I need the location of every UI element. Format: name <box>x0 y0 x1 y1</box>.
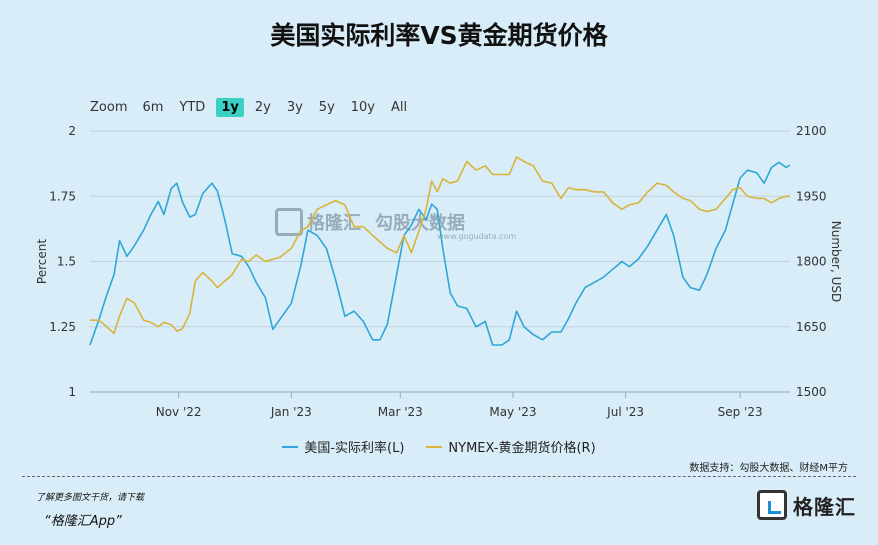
chart-title: 美国实际利率VS黄金期货价格 <box>270 21 608 50</box>
y-left-axis-title: Percent <box>35 239 49 284</box>
zoom-2y-button[interactable]: 2y <box>254 100 271 115</box>
series-layer <box>89 156 791 346</box>
watermark-logo-icon <box>275 208 303 236</box>
data-source: 数据支持：勾股大数据、财经M平方 <box>689 463 848 474</box>
legend-label-gold: NYMEX-黄金期货价格(R) <box>448 441 596 456</box>
x-tick-label: Mar '23 <box>378 405 423 419</box>
series-line-rate <box>89 161 791 346</box>
legend-swatch-gold <box>426 445 443 448</box>
legend-item-rate[interactable]: 美国-实际利率(L) <box>282 437 404 456</box>
y-left-tick-label: 1.25 <box>49 320 76 334</box>
legend: 美国-实际利率(L) NYMEX-黄金期货价格(R) <box>0 437 878 456</box>
y-right-tick-label: 1500 <box>796 385 827 399</box>
series-line-gold <box>90 156 790 335</box>
y-left-tick-label: 1 <box>68 385 76 399</box>
y-left-tick-label: 1.75 <box>49 189 76 203</box>
zoom-label: Zoom <box>90 100 128 115</box>
brand-name: 格隆汇 <box>793 494 856 519</box>
y-left-tick-label: 2 <box>68 124 76 138</box>
legend-label-rate: 美国-实际利率(L) <box>304 441 405 456</box>
zoom-bar: Zoom 6m YTD 1y 2y 3y 5y 10y All <box>90 98 418 117</box>
legend-swatch-rate <box>282 445 299 448</box>
y-right-tick-label: 1950 <box>796 189 827 203</box>
y-right-tick-label: 2100 <box>796 124 827 138</box>
watermark-brand-2: 勾股大数据 <box>375 213 465 234</box>
zoom-10y-button[interactable]: 10y <box>350 100 376 115</box>
x-tick-label: Sep '23 <box>718 405 763 419</box>
grid <box>90 130 790 393</box>
zoom-ytd-button[interactable]: YTD <box>179 100 206 115</box>
y-left-tick-label: 1.5 <box>57 255 76 269</box>
watermark-brand: 格隆汇 <box>307 213 361 234</box>
y-right-tick-label: 1650 <box>796 320 827 334</box>
zoom-all-button[interactable]: All <box>391 100 408 115</box>
y-right-tick-label: 1800 <box>796 255 827 269</box>
watermark: 格隆汇 勾股大数据 www.gogudata.com <box>275 208 516 241</box>
legend-item-gold[interactable]: NYMEX-黄金期货价格(R) <box>426 437 596 456</box>
footer-divider <box>22 476 856 477</box>
zoom-3y-button[interactable]: 3y <box>286 100 303 115</box>
zoom-5y-button[interactable]: 5y <box>318 100 335 115</box>
watermark-url: www.gogudata.com <box>437 232 517 241</box>
zoom-6m-button[interactable]: 6m <box>142 100 164 115</box>
brand-logo: 格隆汇 <box>757 490 856 520</box>
axes: 1 1.25 1.5 1.75 2 1500 1650 1800 1950 2100 Nov '22… <box>35 124 843 419</box>
x-tick-label: Jul '23 <box>606 405 644 419</box>
footer-app-name: “格隆汇App” <box>44 514 122 529</box>
footer-note: 了解更多图文干货，请下载 <box>36 493 145 503</box>
y-right-axis-title: Number, USD <box>829 221 843 302</box>
brand-logo-icon <box>757 490 787 520</box>
x-tick-label: May '23 <box>489 405 536 419</box>
zoom-1y-button[interactable]: 1y <box>216 98 244 117</box>
x-tick-label: Nov '22 <box>156 405 202 419</box>
x-tick-label: Jan '23 <box>270 405 312 419</box>
